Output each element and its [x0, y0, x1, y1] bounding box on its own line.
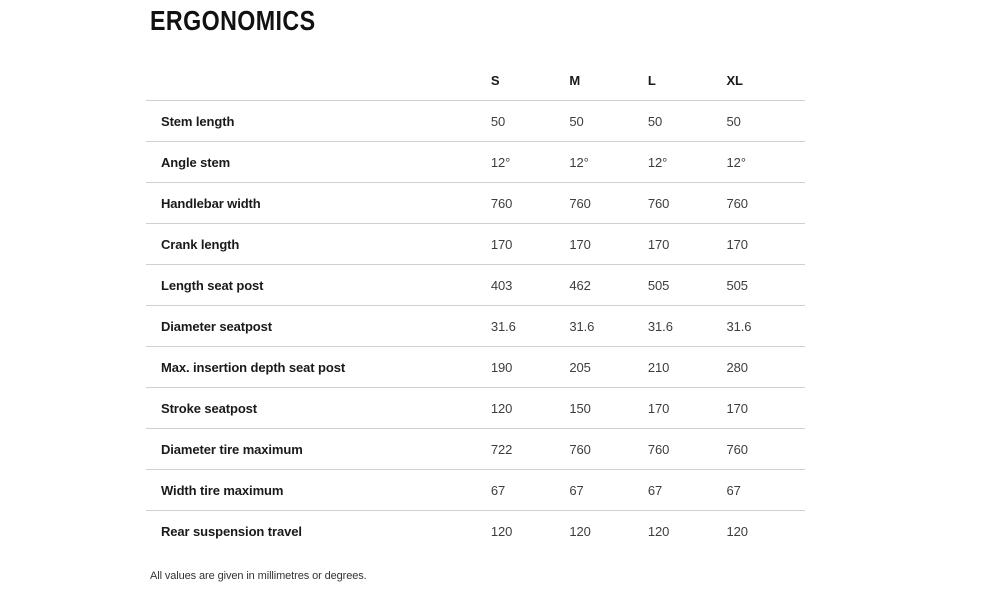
cell-value-s: 722 — [490, 441, 513, 457]
column-header-xl: XL — [726, 73, 743, 88]
cell-value-l: 760 — [647, 441, 670, 457]
cell-value-m: 760 — [569, 195, 591, 211]
cell-value-l: 31.6 — [647, 318, 673, 334]
cell-value-s: 120 — [490, 524, 513, 539]
column-header-m: M — [569, 73, 581, 88]
row-label: Diameter tire maximum — [161, 441, 303, 457]
cell-value-xl: 31.6 — [726, 318, 752, 334]
cell-value-xl: 760 — [726, 441, 748, 457]
page-title: ERGONOMICS — [150, 5, 316, 36]
cell-value-l: 505 — [647, 277, 670, 293]
cell-value-xl: 505 — [726, 277, 748, 293]
table-row-max-insertion-depth: Max. insertion depth seat post 190 205 2… — [146, 347, 805, 388]
row-label: Stroke seatpost — [161, 400, 258, 416]
cell-value-m: 12° — [569, 154, 589, 170]
cell-value-xl: 170 — [726, 236, 748, 252]
cell-value-l: 760 — [647, 195, 670, 211]
cell-value-s: 31.6 — [490, 318, 516, 334]
cell-value-m: 205 — [569, 359, 591, 375]
units-footnote: All values are given in millimetres or d… — [150, 570, 367, 582]
table-row-rear-suspension-travel: Rear suspension travel 120 120 120 120 — [146, 511, 805, 552]
cell-value-s: 170 — [490, 236, 513, 252]
cell-value-s: 12° — [490, 154, 511, 170]
table-row-width-tire-maximum: Width tire maximum 67 67 67 67 — [146, 470, 805, 511]
cell-value-l: 50 — [647, 113, 663, 129]
column-header-s: S — [490, 73, 500, 88]
cell-value-m: 31.6 — [569, 318, 595, 334]
cell-value-l: 12° — [647, 154, 668, 170]
cell-value-l: 120 — [647, 524, 670, 539]
cell-value-l: 170 — [647, 236, 670, 252]
table-row-diameter-seatpost: Diameter seatpost 31.6 31.6 31.6 31.6 — [146, 306, 805, 347]
cell-value-s: 760 — [490, 195, 513, 211]
row-label: Length seat post — [161, 277, 264, 293]
column-header-l: L — [647, 73, 656, 88]
row-label: Diameter seatpost — [161, 318, 273, 334]
row-label: Max. insertion depth seat post — [161, 359, 346, 375]
row-label: Handlebar width — [161, 195, 261, 211]
cell-value-m: 170 — [569, 236, 591, 252]
row-label: Crank length — [161, 236, 240, 252]
table-row-crank-length: Crank length 170 170 170 170 — [146, 224, 805, 265]
cell-value-l: 67 — [647, 482, 663, 498]
table-row-diameter-tire-maximum: Diameter tire maximum 722 760 760 760 — [146, 429, 805, 470]
table-row-stroke-seatpost: Stroke seatpost 120 150 170 170 — [146, 388, 805, 429]
cell-value-xl: 50 — [726, 113, 741, 129]
ergonomics-spec-table: S M L XL Stem length 50 50 50 50 Angle s… — [146, 61, 805, 552]
cell-value-m: 50 — [569, 113, 584, 129]
cell-value-xl: 760 — [726, 195, 748, 211]
table-header-row: S M L XL — [146, 61, 805, 101]
cell-value-xl: 120 — [726, 524, 748, 539]
row-label: Angle stem — [161, 154, 231, 170]
cell-value-s: 403 — [490, 277, 513, 293]
row-label: Stem length — [161, 113, 235, 129]
cell-value-xl: 170 — [726, 400, 748, 416]
cell-value-l: 210 — [647, 359, 670, 375]
cell-value-xl: 12° — [726, 154, 746, 170]
cell-value-s: 190 — [490, 359, 513, 375]
cell-value-m: 150 — [569, 400, 591, 416]
cell-value-m: 462 — [569, 277, 591, 293]
table-row-stem-length: Stem length 50 50 50 50 — [146, 101, 805, 142]
table-row-length-seat-post: Length seat post 403 462 505 505 — [146, 265, 805, 306]
cell-value-s: 120 — [490, 400, 513, 416]
row-label: Width tire maximum — [161, 482, 284, 498]
row-label: Rear suspension travel — [161, 524, 302, 539]
cell-value-m: 760 — [569, 441, 591, 457]
cell-value-m: 67 — [569, 482, 584, 498]
cell-value-l: 170 — [647, 400, 670, 416]
cell-value-xl: 280 — [726, 359, 748, 375]
cell-value-xl: 67 — [726, 482, 741, 498]
table-row-handlebar-width: Handlebar width 760 760 760 760 — [146, 183, 805, 224]
cell-value-s: 67 — [490, 482, 506, 498]
table-row-angle-stem: Angle stem 12° 12° 12° 12° — [146, 142, 805, 183]
cell-value-m: 120 — [569, 524, 591, 539]
cell-value-s: 50 — [490, 113, 506, 129]
